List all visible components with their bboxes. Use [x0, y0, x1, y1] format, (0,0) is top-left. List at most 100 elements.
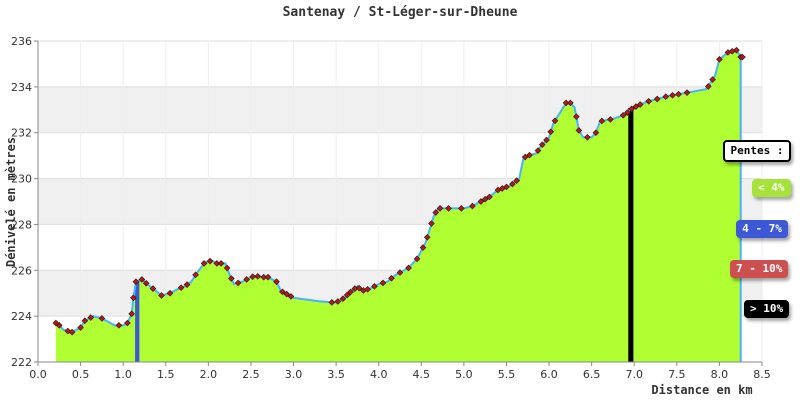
data-point — [77, 324, 84, 331]
data-point — [486, 193, 493, 201]
elevation-area — [55, 50, 741, 363]
x-tick-label: 6.0 — [540, 368, 558, 381]
x-tick-label: 4.5 — [413, 368, 431, 381]
data-point — [739, 53, 746, 61]
y-tick-label: 232 — [11, 127, 32, 140]
x-tick-label: 1.0 — [114, 368, 132, 381]
data-point — [264, 273, 272, 281]
data-point — [217, 260, 225, 267]
x-tick-label: 0.0 — [29, 368, 47, 381]
data-point — [364, 285, 371, 293]
data-point — [254, 273, 262, 280]
data-point — [243, 276, 251, 283]
data-point — [260, 273, 268, 281]
data-point — [138, 276, 146, 283]
data-point — [228, 275, 235, 282]
data-point — [567, 99, 574, 107]
data-point — [503, 183, 510, 191]
x-tick-label: 0.5 — [72, 368, 90, 381]
x-axis-label: Distance en km — [651, 383, 752, 397]
data-point — [234, 279, 242, 287]
data-point — [192, 271, 199, 279]
data-point — [445, 205, 452, 212]
data-point — [273, 278, 280, 286]
data-point — [405, 264, 412, 272]
y-axis-label: Dénivelé en mètres — [4, 137, 18, 267]
data-point — [419, 244, 427, 251]
data-point — [158, 292, 165, 299]
data-point — [716, 56, 723, 63]
x-tick-label: 3.5 — [327, 368, 345, 381]
x-tick-label: 8.5 — [753, 368, 771, 381]
data-point — [355, 284, 363, 292]
data-point — [598, 117, 606, 125]
data-point — [115, 321, 123, 329]
data-point — [636, 101, 644, 108]
x-tick-label: 4.0 — [370, 368, 388, 381]
slope-segment — [628, 107, 634, 362]
data-point — [575, 127, 583, 134]
data-point — [55, 321, 63, 329]
data-point — [428, 220, 435, 227]
data-point — [534, 147, 542, 154]
data-point — [130, 294, 137, 302]
y-tick-label: 230 — [11, 173, 32, 186]
data-point — [477, 198, 485, 205]
x-tick-label: 2.0 — [200, 368, 218, 381]
data-point — [339, 295, 347, 303]
data-point — [572, 113, 580, 120]
data-point — [423, 233, 431, 241]
data-point — [388, 274, 395, 282]
data-point — [223, 264, 231, 272]
y-tick-label: 228 — [11, 218, 32, 231]
data-point — [481, 195, 489, 203]
data-point — [607, 116, 614, 123]
data-point — [645, 97, 653, 105]
data-point — [213, 260, 221, 267]
data-point — [733, 46, 740, 54]
data-point — [124, 319, 131, 327]
data-point — [653, 95, 661, 103]
data-point — [98, 315, 106, 322]
x-tick-label: 7.0 — [625, 368, 643, 381]
data-point — [334, 298, 342, 305]
data-point — [562, 99, 570, 107]
x-tick-label: 2.5 — [242, 368, 260, 381]
data-point — [526, 151, 533, 159]
data-point — [183, 281, 191, 288]
x-tick-label: 5.0 — [455, 368, 473, 381]
legend-item: < 4% — [752, 179, 791, 197]
y-tick-label: 224 — [11, 310, 32, 323]
data-point — [675, 90, 682, 98]
data-point — [669, 91, 676, 99]
data-point — [166, 289, 174, 297]
legend-title: Pentes : — [723, 140, 791, 162]
x-tick-label: 1.5 — [157, 368, 175, 381]
data-point — [619, 111, 627, 119]
data-point — [379, 279, 387, 287]
data-point — [538, 141, 546, 148]
y-tick-label: 222 — [11, 356, 32, 369]
data-point — [371, 283, 378, 290]
data-point — [128, 310, 136, 318]
x-tick-label: 5.5 — [498, 368, 516, 381]
slope-segment — [135, 280, 140, 362]
chart-title: Santenay / St-Léger-sur-Dheune — [283, 5, 518, 20]
legend-item: 7 - 10% — [730, 260, 789, 278]
data-point — [509, 180, 516, 188]
data-point — [513, 177, 521, 184]
data-point — [351, 285, 359, 292]
data-point — [149, 285, 157, 292]
data-point — [347, 288, 354, 296]
data-point — [132, 278, 140, 286]
data-point — [551, 117, 559, 125]
data-point — [287, 293, 295, 300]
data-point — [343, 291, 351, 299]
y-tick-label: 226 — [11, 264, 32, 277]
data-point — [87, 314, 95, 321]
data-point — [432, 209, 440, 216]
axes: 0.0 0.5 1.0 1.5 2.0 2.5 3.0 3.5 4.0 4.5 5.0 5.5 6.0 6… — [11, 35, 771, 381]
x-tick-label: 6.5 — [583, 368, 601, 381]
y-tick-label: 236 — [11, 35, 32, 48]
